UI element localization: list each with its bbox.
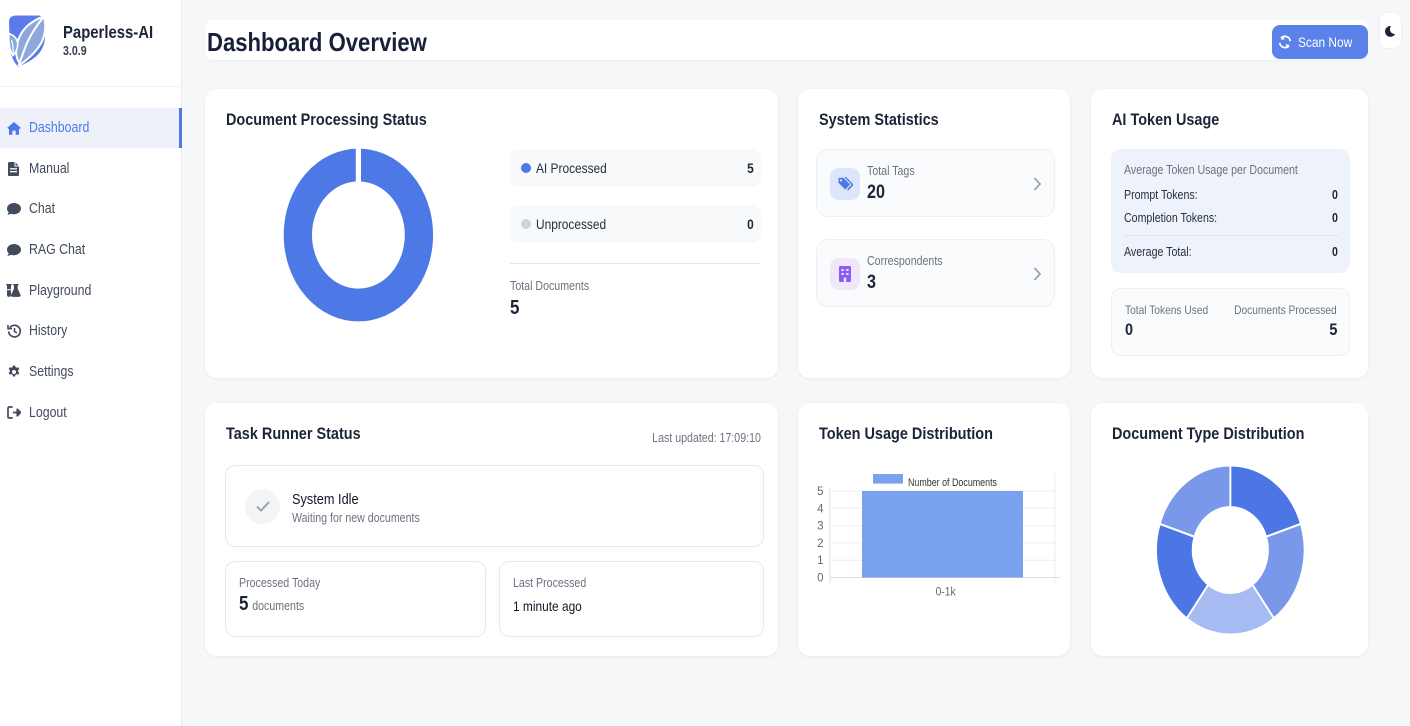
svg-text:2: 2	[817, 538, 823, 550]
svg-text:5: 5	[817, 486, 823, 498]
svg-text:3: 3	[817, 521, 823, 533]
svg-text:0-1k: 0-1k	[936, 587, 956, 599]
svg-text:Number of Documents: Number of Documents	[908, 477, 997, 489]
svg-text:1: 1	[817, 555, 823, 567]
svg-text:0: 0	[817, 573, 823, 585]
svg-text:4: 4	[817, 503, 824, 515]
